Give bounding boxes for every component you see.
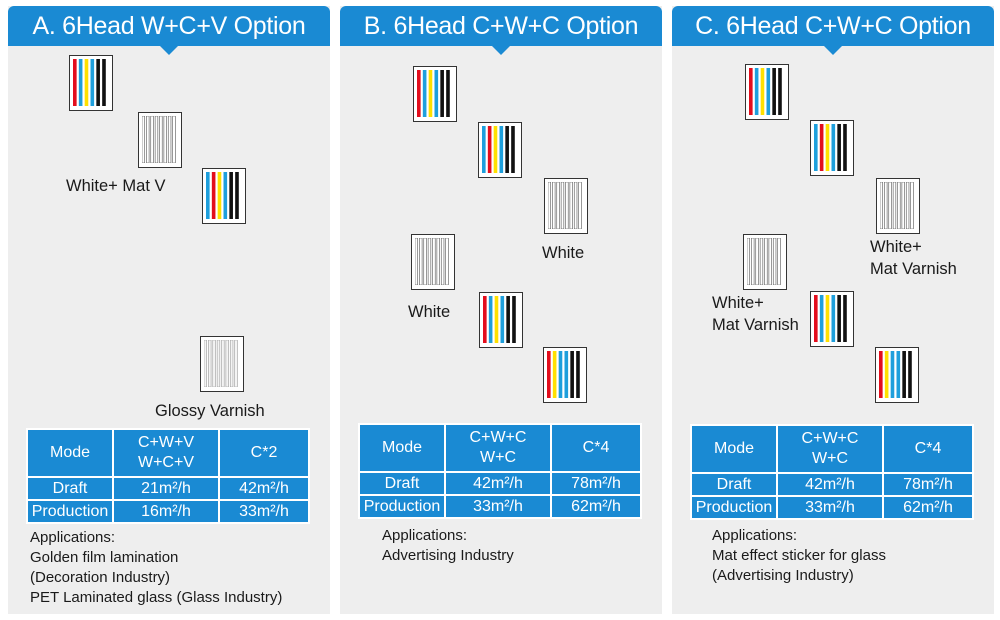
color-printhead-icon (543, 347, 587, 403)
white-printhead-icon (544, 178, 588, 234)
option-panel-b: B. 6Head C+W+C Option White White Mode C… (340, 6, 662, 614)
application-line: Advertising Industry (382, 547, 514, 564)
option-panel-a: A. 6Head W+C+V Option White+ Mat V Gloss… (8, 6, 330, 614)
white-printhead-icon (743, 234, 787, 290)
table-cell: Production (358, 494, 446, 519)
applications-title: Applications: (712, 527, 798, 544)
panel-title: A. 6Head W+C+V Option (8, 6, 330, 55)
color-printhead-icon (810, 120, 854, 176)
head-label: Mat Varnish (712, 316, 799, 334)
cmyk-header: C*2 (218, 428, 310, 478)
table-cell: Production (26, 499, 114, 524)
applications: Applications: Mat effect sticker for gla… (712, 526, 886, 586)
table-cell: Draft (26, 476, 114, 501)
table-cell: 78m²/h (882, 472, 974, 497)
combo-header: C+W+C W+C (444, 423, 552, 473)
table-cell: Draft (690, 472, 778, 497)
color-printhead-icon (478, 122, 522, 178)
white-printhead-icon (411, 234, 455, 290)
table-cell: 42m²/h (776, 472, 884, 497)
color-printhead-icon (875, 347, 919, 403)
table-cell: 62m²/h (550, 494, 642, 519)
combo-header: C+W+C W+C (776, 424, 884, 474)
combo-header: C+W+V W+C+V (112, 428, 220, 478)
color-printhead-icon (479, 292, 523, 348)
applications: Applications: Golden film lamination (De… (30, 528, 282, 608)
application-line: (Decoration Industry) (30, 569, 171, 586)
option-panel-c: C. 6Head C+W+C Option White+ Mat Varnish… (672, 6, 994, 614)
cmyk-header: C*4 (882, 424, 974, 474)
table-cell: Production (690, 495, 778, 520)
color-printhead-icon (202, 168, 246, 224)
panel-title: C. 6Head C+W+C Option (672, 6, 994, 55)
table-cell: 42m²/h (444, 471, 552, 496)
table-cell: 62m²/h (882, 495, 974, 520)
applications-title: Applications: (30, 529, 116, 546)
table-cell: 33m²/h (444, 494, 552, 519)
head-label: White+ Mat V (66, 177, 166, 195)
table-cell: 42m²/h (218, 476, 310, 501)
color-printhead-icon (810, 291, 854, 347)
table-cell: 21m²/h (112, 476, 220, 501)
speed-table: Mode C+W+C W+C C*4 Draft 42m²/h 78m²/h Pr… (690, 424, 974, 520)
head-label: White+ (870, 238, 922, 256)
cmyk-header: C*4 (550, 423, 642, 473)
application-line: PET Laminated glass (Glass Industry) (30, 589, 283, 606)
head-label: Glossy Varnish (155, 402, 265, 420)
color-printhead-icon (413, 66, 457, 122)
table-cell: 16m²/h (112, 499, 220, 524)
head-label: Mat Varnish (870, 260, 957, 278)
white-printhead-icon (876, 178, 920, 234)
speed-table: Mode C+W+C W+C C*4 Draft 42m²/h 78m²/h Pr… (358, 423, 642, 519)
mode-header: Mode (26, 428, 114, 478)
table-cell: 78m²/h (550, 471, 642, 496)
varnish-printhead-icon (200, 336, 244, 392)
panel-title: B. 6Head C+W+C Option (340, 6, 662, 55)
application-line: Mat effect sticker for glass (712, 547, 886, 564)
color-printhead-icon (69, 55, 113, 111)
application-line: (Advertising Industry) (712, 567, 854, 584)
application-line: Golden film lamination (30, 549, 179, 566)
table-cell: 33m²/h (776, 495, 884, 520)
varnish-printhead-icon (138, 112, 182, 168)
mode-header: Mode (358, 423, 446, 473)
table-cell: 33m²/h (218, 499, 310, 524)
head-label: White+ (712, 294, 764, 312)
head-label: White (542, 244, 585, 262)
head-label: White (408, 303, 451, 321)
color-printhead-icon (745, 64, 789, 120)
speed-table: Mode C+W+V W+C+V C*2 Draft 21m²/h 42m²/h … (26, 428, 310, 524)
applications: Applications: Advertising Industry (382, 526, 514, 566)
applications-title: Applications: (382, 527, 468, 544)
mode-header: Mode (690, 424, 778, 474)
table-cell: Draft (358, 471, 446, 496)
